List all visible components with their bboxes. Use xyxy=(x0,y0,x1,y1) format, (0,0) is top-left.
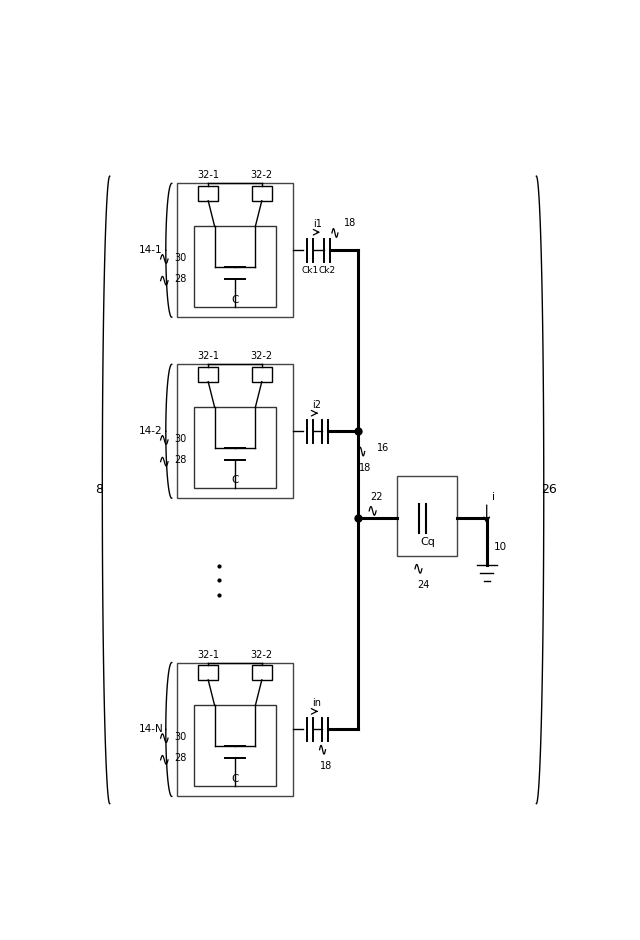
Text: 30: 30 xyxy=(175,253,187,262)
Bar xyxy=(252,186,272,201)
Text: 8: 8 xyxy=(95,483,103,496)
Text: 32-2: 32-2 xyxy=(251,352,273,361)
Text: 18: 18 xyxy=(320,761,332,772)
Text: C: C xyxy=(231,774,239,784)
Text: 30: 30 xyxy=(175,433,187,444)
Bar xyxy=(177,663,293,796)
Text: 14-2: 14-2 xyxy=(139,426,163,436)
Text: 14-N: 14-N xyxy=(138,725,163,734)
Text: 32-2: 32-2 xyxy=(251,650,273,660)
Text: 32-2: 32-2 xyxy=(251,170,273,180)
Text: 28: 28 xyxy=(175,274,187,284)
Text: 30: 30 xyxy=(175,731,187,742)
Bar xyxy=(194,407,276,488)
Text: 24: 24 xyxy=(417,580,430,589)
Text: 22: 22 xyxy=(370,493,383,502)
Text: 16: 16 xyxy=(376,443,389,453)
Text: 28: 28 xyxy=(175,455,187,465)
Text: C: C xyxy=(231,294,239,305)
Text: 26: 26 xyxy=(541,483,557,496)
Bar xyxy=(177,183,293,318)
Bar xyxy=(198,666,218,680)
Text: 32-1: 32-1 xyxy=(197,352,219,361)
Text: 32-1: 32-1 xyxy=(197,170,219,180)
Text: C: C xyxy=(231,476,239,485)
Bar xyxy=(198,186,218,201)
Bar xyxy=(198,368,218,382)
Text: in: in xyxy=(312,698,321,709)
Text: 28: 28 xyxy=(175,754,187,763)
Text: i2: i2 xyxy=(312,400,321,410)
Bar xyxy=(194,227,276,306)
Text: Ck1: Ck1 xyxy=(301,266,319,275)
Bar xyxy=(194,705,276,786)
Text: 10: 10 xyxy=(493,542,507,552)
Bar xyxy=(177,365,293,498)
Text: 18: 18 xyxy=(344,218,356,227)
Text: 14-1: 14-1 xyxy=(139,245,163,256)
Text: 18: 18 xyxy=(359,463,371,473)
Bar xyxy=(252,666,272,680)
Text: i: i xyxy=(492,493,495,502)
Bar xyxy=(252,368,272,382)
Text: 32-1: 32-1 xyxy=(197,650,219,660)
Text: Cq: Cq xyxy=(420,537,435,547)
Bar xyxy=(397,477,457,556)
Text: Ck2: Ck2 xyxy=(319,266,335,275)
Text: i1: i1 xyxy=(313,219,322,229)
